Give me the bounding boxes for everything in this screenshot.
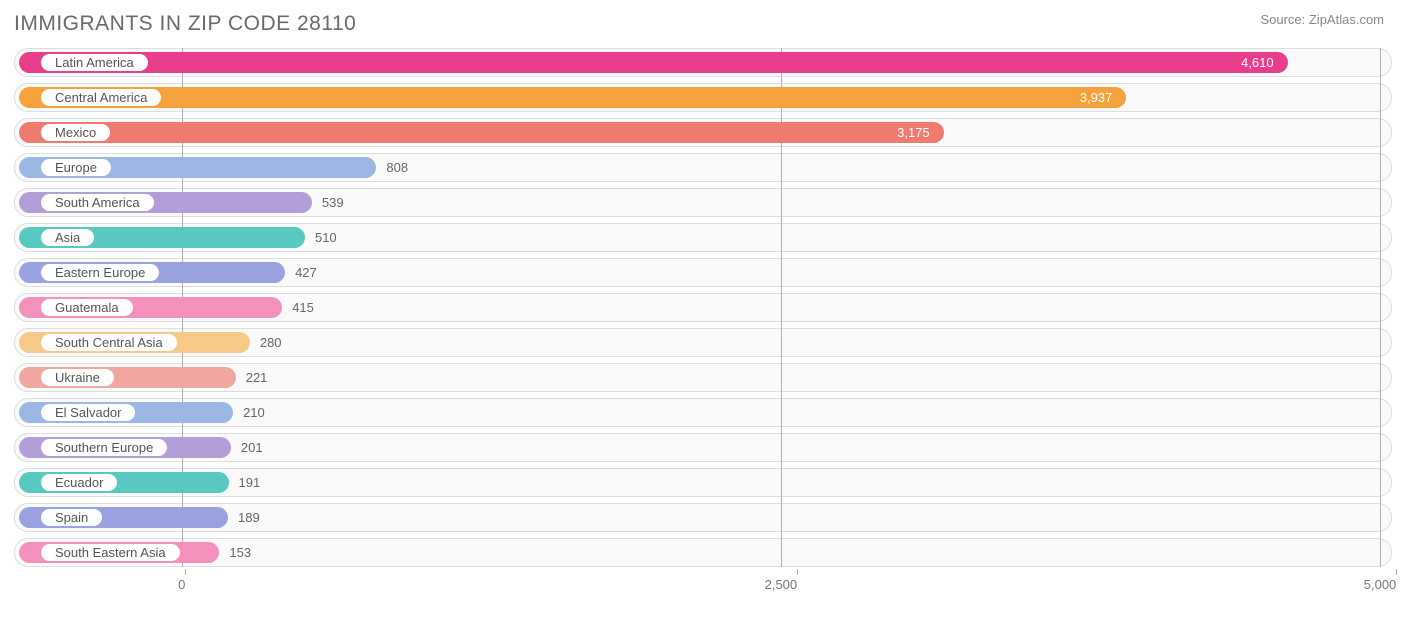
category-label: Southern Europe: [55, 440, 153, 455]
category-label: Guatemala: [55, 300, 119, 315]
chart-plot: Latin America 4,610 Central America 3,937 Me…: [14, 48, 1392, 567]
bar-row: South Central Asia 280: [14, 328, 1392, 357]
tick-label: 2,500: [765, 577, 798, 592]
value-label: 808: [386, 154, 408, 181]
category-pill: Guatemala: [39, 297, 135, 318]
bar-row: Southern Europe 201: [14, 433, 1392, 462]
value-label: 210: [243, 399, 265, 426]
category-label: El Salvador: [55, 405, 121, 420]
category-pill: Europe: [39, 157, 113, 178]
bar-row: El Salvador 210: [14, 398, 1392, 427]
chart-area: Latin America 4,610 Central America 3,937 Me…: [0, 40, 1406, 597]
category-label: Central America: [55, 90, 147, 105]
category-label: Ukraine: [55, 370, 100, 385]
chart-source: Source: ZipAtlas.com: [1260, 12, 1384, 27]
value-label: 3,937: [1080, 84, 1113, 111]
category-label: Mexico: [55, 125, 96, 140]
category-label: South Eastern Asia: [55, 545, 166, 560]
bar: [19, 87, 1126, 108]
gridline: [1380, 48, 1381, 567]
value-label: 221: [246, 364, 268, 391]
value-label: 539: [322, 189, 344, 216]
category-pill: Ecuador: [39, 472, 119, 493]
category-pill: Eastern Europe: [39, 262, 161, 283]
bar-row: South America 539: [14, 188, 1392, 217]
tick-mark: [185, 569, 186, 575]
x-tick: 5,000: [1380, 569, 1406, 592]
value-label: 4,610: [1241, 49, 1274, 76]
category-label: Spain: [55, 510, 88, 525]
category-pill: Latin America: [39, 52, 150, 73]
bar-row: Guatemala 415: [14, 293, 1392, 322]
category-pill: Asia: [39, 227, 96, 248]
category-pill: Mexico: [39, 122, 112, 143]
bar-row: Eastern Europe 427: [14, 258, 1392, 287]
tick-label: 0: [178, 577, 185, 592]
value-label: 201: [241, 434, 263, 461]
category-label: South Central Asia: [55, 335, 163, 350]
tick-mark: [1396, 569, 1397, 575]
x-tick: 2,500: [781, 569, 814, 592]
category-label: Eastern Europe: [55, 265, 145, 280]
value-label: 415: [292, 294, 314, 321]
x-axis: 02,5005,000: [14, 569, 1392, 597]
bar: [19, 52, 1288, 73]
category-pill: Southern Europe: [39, 437, 169, 458]
chart-title: IMMIGRANTS IN ZIP CODE 28110: [14, 12, 356, 36]
category-pill: Ukraine: [39, 367, 116, 388]
category-pill: Spain: [39, 507, 104, 528]
bar-row: Asia 510: [14, 223, 1392, 252]
category-label: Ecuador: [55, 475, 103, 490]
bar-row: Europe 808: [14, 153, 1392, 182]
bar-row: Ecuador 191: [14, 468, 1392, 497]
category-label: Europe: [55, 160, 97, 175]
category-pill: South America: [39, 192, 156, 213]
bar-row: Latin America 4,610: [14, 48, 1392, 77]
tick-label: 5,000: [1364, 577, 1397, 592]
category-pill: South Central Asia: [39, 332, 179, 353]
category-label: South America: [55, 195, 140, 210]
bar-row: South Eastern Asia 153: [14, 538, 1392, 567]
chart-header: IMMIGRANTS IN ZIP CODE 28110 Source: Zip…: [0, 0, 1406, 40]
value-label: 427: [295, 259, 317, 286]
bar-row: Spain 189: [14, 503, 1392, 532]
value-label: 280: [260, 329, 282, 356]
value-label: 3,175: [897, 119, 930, 146]
category-pill: El Salvador: [39, 402, 137, 423]
bar-row: Mexico 3,175: [14, 118, 1392, 147]
bar: [19, 122, 944, 143]
category-pill: South Eastern Asia: [39, 542, 182, 563]
category-label: Asia: [55, 230, 80, 245]
bar-row: Ukraine 221: [14, 363, 1392, 392]
x-tick: 0: [182, 569, 189, 592]
value-label: 510: [315, 224, 337, 251]
value-label: 189: [238, 504, 260, 531]
value-label: 153: [229, 539, 251, 566]
bar-row: Central America 3,937: [14, 83, 1392, 112]
category-pill: Central America: [39, 87, 163, 108]
value-label: 191: [239, 469, 261, 496]
category-label: Latin America: [55, 55, 134, 70]
tick-mark: [797, 569, 798, 575]
